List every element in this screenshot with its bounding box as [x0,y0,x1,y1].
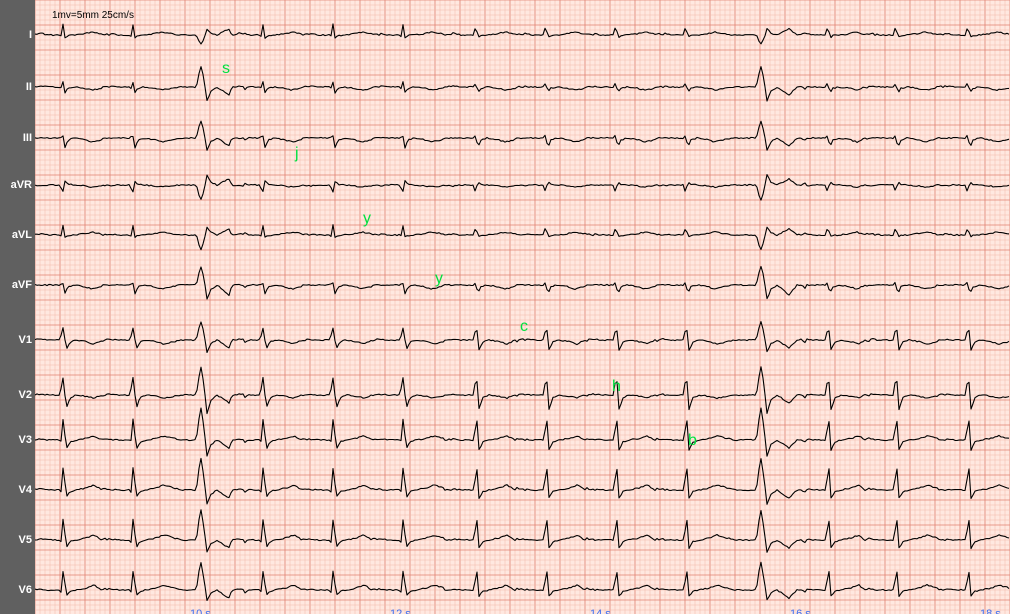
lead-label-V6: V6 [2,584,32,596]
calibration-text: 1mv=5mm 25cm/s [52,10,134,21]
lead-label-III: III [2,132,32,144]
lead-label-I: I [2,29,32,41]
time-label: 14 s [590,608,611,614]
lead-label-V5: V5 [2,534,32,546]
lead-label-V2: V2 [2,389,32,401]
lead-label-column: IIIIIIaVRaVLaVFV1V2V3V4V5V6 [0,0,35,614]
time-label: 16 s [790,608,811,614]
lead-label-aVL: aVL [2,229,32,241]
ecg-svg [35,0,1010,614]
time-label: 12 s [390,608,411,614]
annotation-letter: c [520,318,528,336]
lead-label-V1: V1 [2,334,32,346]
time-label: 18 s [980,608,1001,614]
lead-label-II: II [2,81,32,93]
annotation-letter: y [435,270,443,288]
lead-label-aVF: aVF [2,279,32,291]
annotation-letter: h [612,378,621,396]
time-label: 10 s [190,608,211,614]
ecg-container: IIIIIIaVRaVLaVFV1V2V3V4V5V6 1mv=5mm 25cm… [0,0,1010,614]
annotation-letter: b [688,432,697,450]
lead-label-V4: V4 [2,484,32,496]
ecg-plot-area [35,0,1010,614]
annotation-letter: s [222,60,230,78]
lead-label-aVR: aVR [2,179,32,191]
lead-label-V3: V3 [2,434,32,446]
annotation-letter: y [363,210,371,228]
annotation-letter: j [295,145,299,163]
